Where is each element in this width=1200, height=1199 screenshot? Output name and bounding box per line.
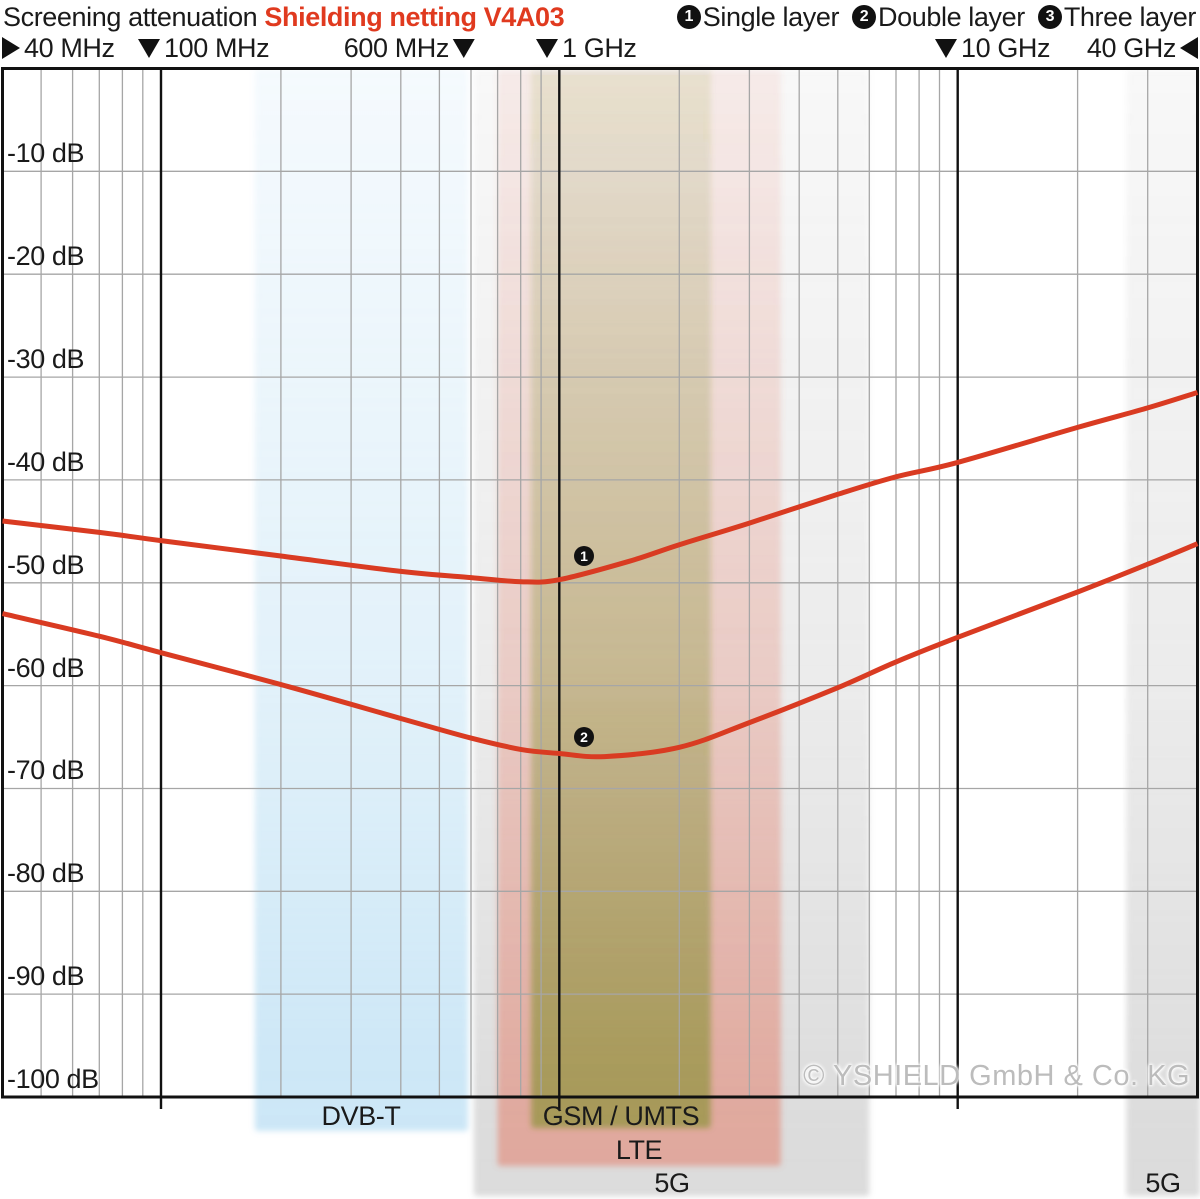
x-axis-label-40-mhz: 40 MHz bbox=[2, 32, 115, 64]
legend-label: Three layer bbox=[1063, 2, 1197, 32]
chart-legend: 1 Single layer 2 Double layer 3 Three layer bbox=[676, 2, 1197, 32]
legend-marker-2-icon: 2 bbox=[852, 5, 877, 29]
y-axis-label100-db: -100 dB bbox=[7, 1064, 99, 1094]
legend-item-double-layer: 2 Double layer bbox=[852, 2, 1025, 32]
bands-layer bbox=[254, 69, 1200, 1196]
band-dvb-t bbox=[254, 69, 468, 1131]
y-axis-label10-db: -10 dB bbox=[7, 138, 85, 168]
tick-triangle-left-icon bbox=[1180, 37, 1198, 59]
band-label-5g-mmwave: 5G bbox=[1145, 1168, 1181, 1198]
legend-item-three-layer: 3 Three layer bbox=[1037, 2, 1197, 32]
y-axis-label30-db: -30 dB bbox=[7, 344, 85, 374]
tick-triangle-down-icon bbox=[138, 38, 160, 58]
legend-label: Single layer bbox=[702, 2, 840, 32]
band-label-5g-sub6: 5G bbox=[654, 1168, 690, 1198]
tick-triangle-down-icon bbox=[536, 38, 558, 58]
legend-item-single-layer: 1 Single layer bbox=[676, 2, 840, 32]
band-label-gsm-umts: GSM / UMTS bbox=[542, 1101, 700, 1131]
band-gsm-umts bbox=[531, 69, 711, 1128]
x-axis-label-text: 600 MHz bbox=[343, 32, 450, 63]
curve-double-layer bbox=[1, 541, 1199, 760]
x-axis-label-text: 10 GHz bbox=[961, 32, 1051, 63]
legend-label: Double layer bbox=[878, 2, 1025, 32]
watermark-copyright: © YSHIELD GmbH & Co. KG bbox=[803, 1060, 1190, 1092]
y-axis-label80-db: -80 dB bbox=[7, 858, 85, 888]
y-axis-label40-db: -40 dB bbox=[7, 447, 85, 477]
chart-title-prefix: Screening attenuation bbox=[3, 2, 258, 32]
curve-single-layer bbox=[2, 390, 1199, 585]
x-axis-label-text: 1 GHz bbox=[562, 32, 637, 63]
band-label-lte: LTE bbox=[615, 1135, 663, 1165]
chart-title: Screening attenuation Shielding netting … bbox=[3, 1, 565, 33]
tick-triangle-right-icon bbox=[2, 37, 20, 59]
curve-marker-1: 1 bbox=[574, 546, 594, 566]
band-label-dvb-t: DVB-T bbox=[321, 1101, 401, 1131]
legend-marker-1-icon: 1 bbox=[676, 5, 701, 29]
plot-border bbox=[1, 67, 1199, 1099]
y-axis-label60-db: -60 dB bbox=[7, 653, 85, 683]
x-axis-label-100-mhz: 100 MHz bbox=[138, 32, 270, 64]
x-axis-label-600-mhz: 600 MHz bbox=[344, 32, 475, 64]
chart-title-product: Shielding netting V4A03 bbox=[264, 2, 565, 32]
curve-marker-2: 2 bbox=[574, 727, 594, 747]
y-axis-label20-db: -20 dB bbox=[7, 241, 85, 271]
x-axis-label-text: 40 GHz bbox=[1086, 32, 1177, 63]
legend-marker-3-icon: 3 bbox=[1037, 5, 1062, 29]
tick-triangle-down-icon bbox=[935, 38, 957, 58]
y-axis-label50-db: -50 dB bbox=[7, 550, 85, 580]
y-axis-label70-db: -70 dB bbox=[7, 755, 85, 785]
tick-triangle-down-icon bbox=[453, 38, 475, 58]
y-axis-label90-db: -90 dB bbox=[7, 961, 85, 991]
x-axis-label-1-ghz: 1 GHz bbox=[536, 32, 637, 64]
x-axis-label-text: 100 MHz bbox=[164, 32, 270, 63]
band-5g-mmwave bbox=[1126, 69, 1200, 1196]
x-axis-label-text: 40 MHz bbox=[24, 32, 115, 63]
x-axis-label-10-ghz: 10 GHz bbox=[935, 32, 1051, 64]
gridlines-layer bbox=[2, 68, 1198, 1109]
x-axis-label-40-ghz: 40 GHz bbox=[1087, 32, 1198, 64]
